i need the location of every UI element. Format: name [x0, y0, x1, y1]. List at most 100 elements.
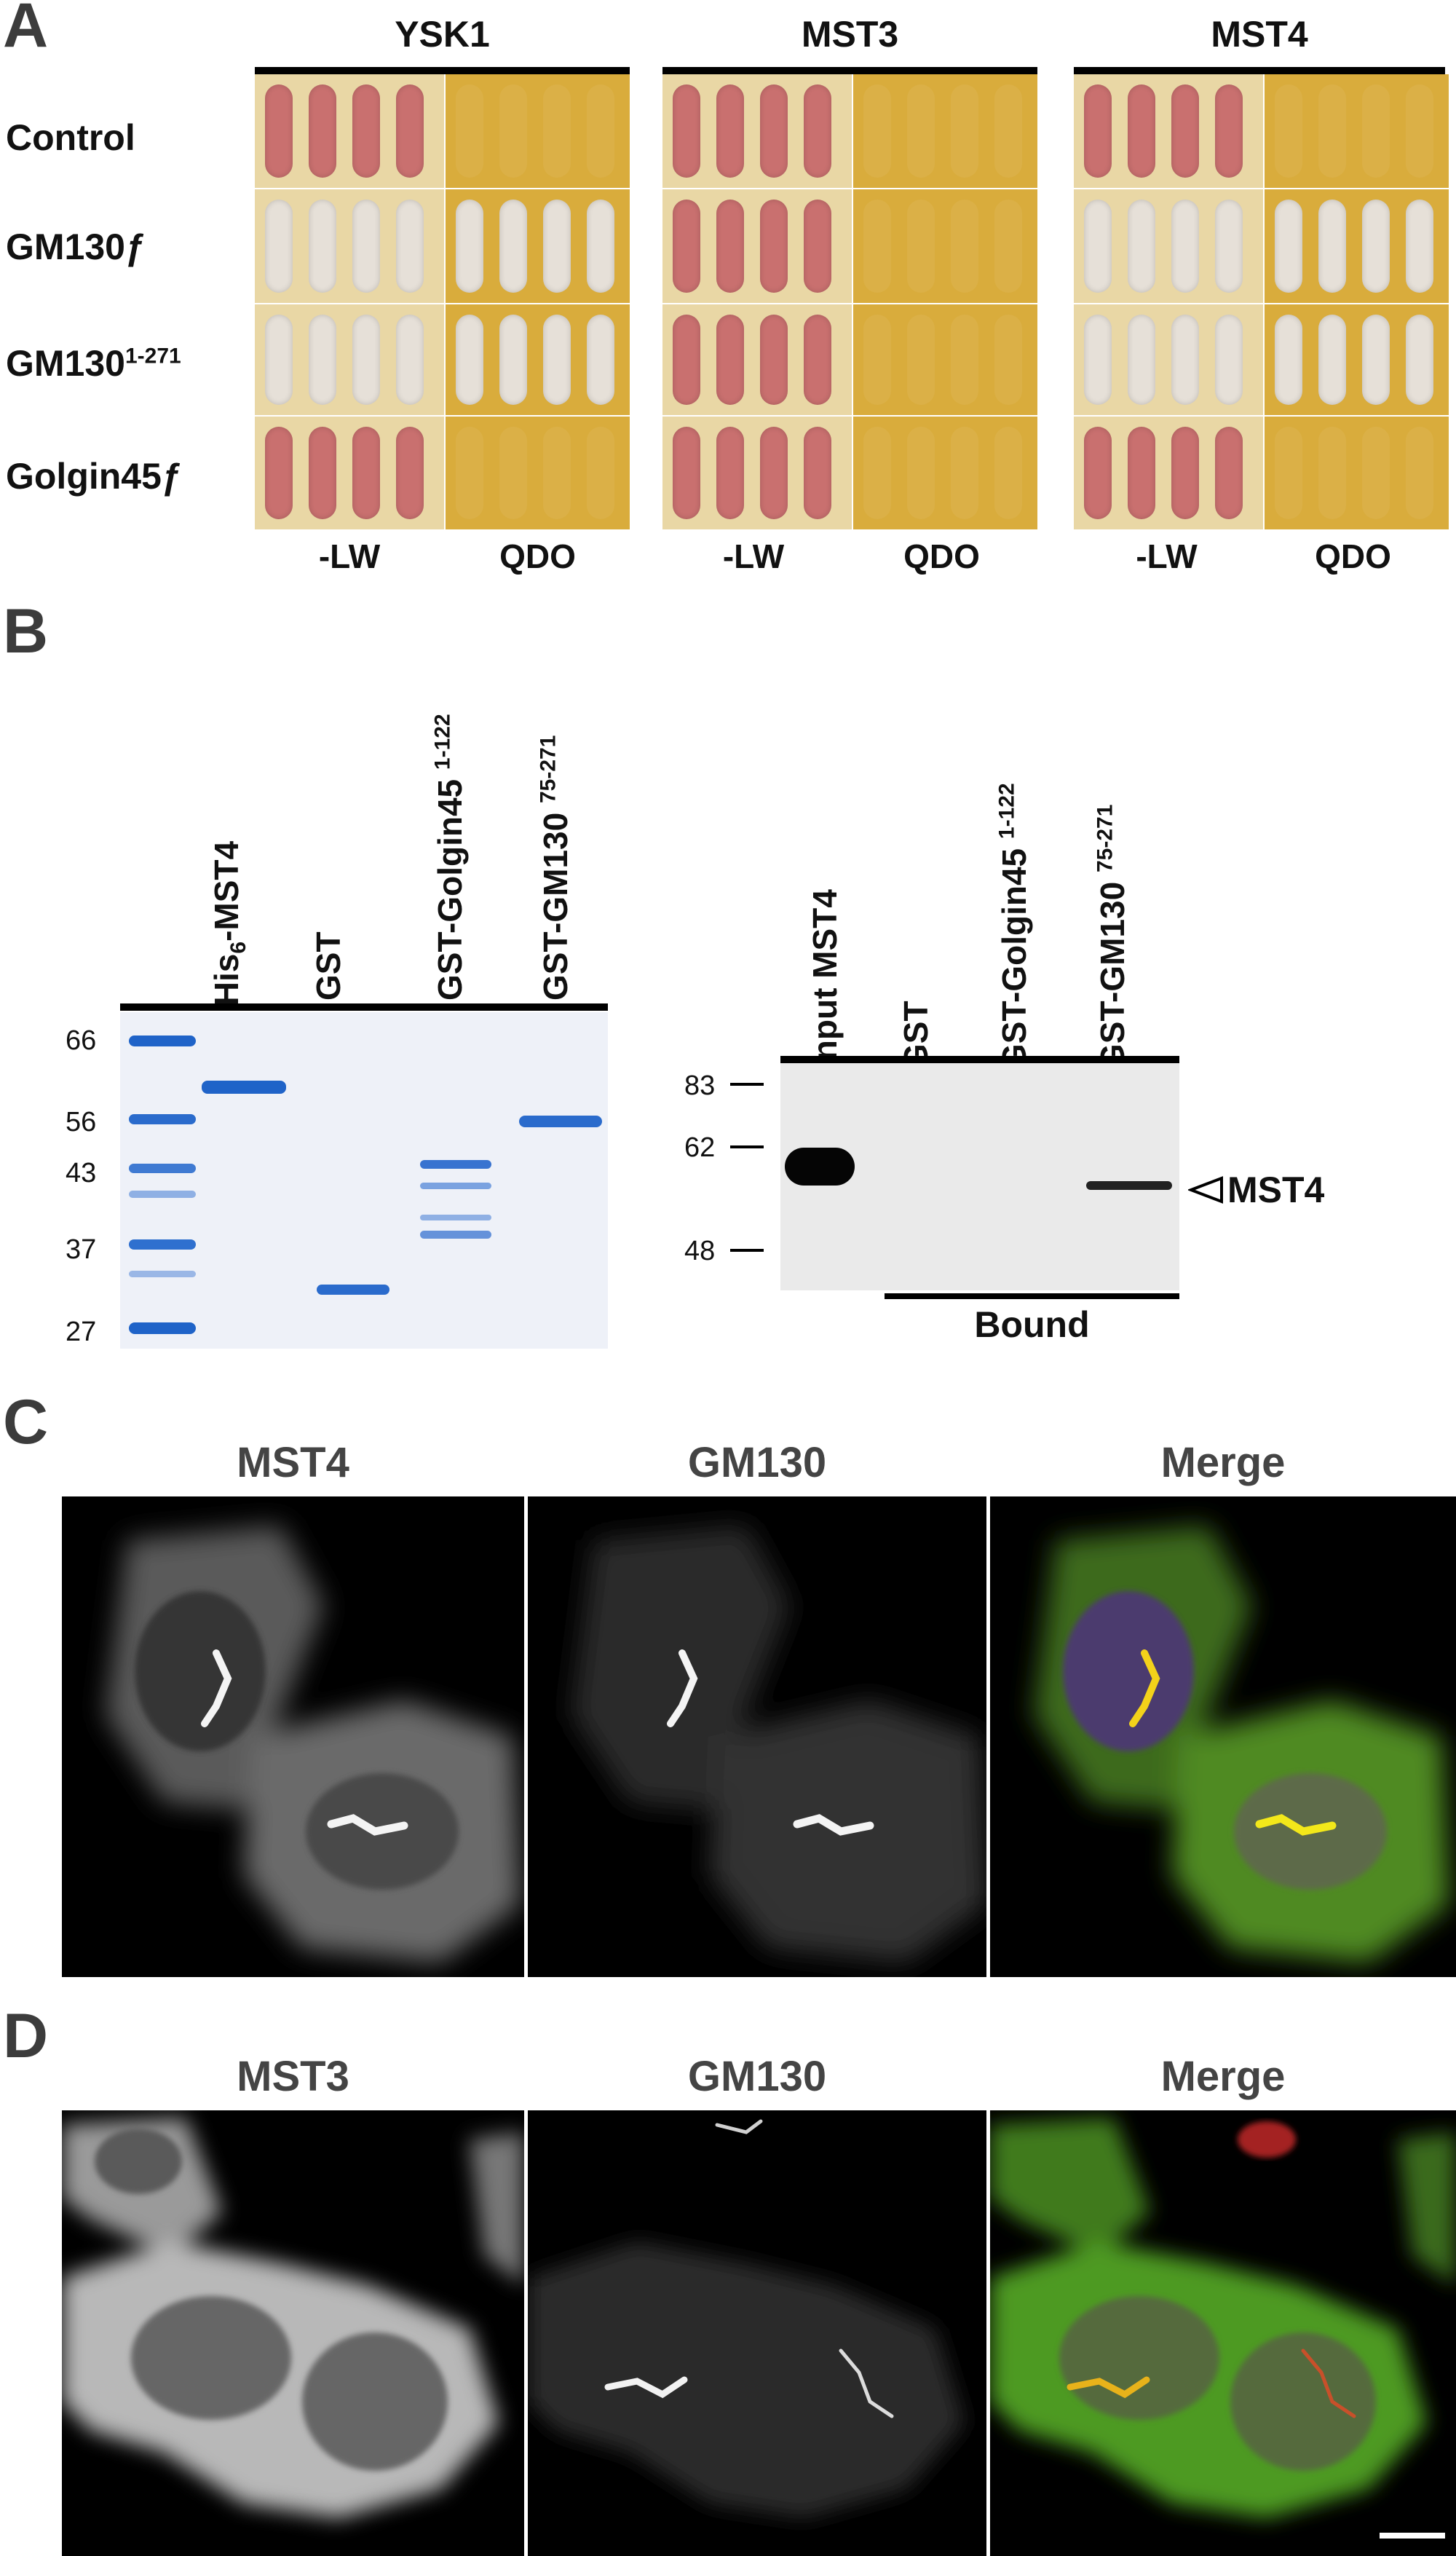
plate-ysk1-lw-row-3: [255, 417, 444, 529]
yeast-streak: [309, 84, 336, 178]
yeast-streak: [994, 84, 1022, 178]
blot-marker-83: 83: [684, 1070, 716, 1101]
panel-a-label: A: [3, 0, 49, 60]
blot-top-bar: [780, 1056, 1179, 1063]
gel-band-his6-mst4: [202, 1081, 286, 1094]
gel-lane-label-gst-gm130: GST-GM130 75-271: [536, 735, 574, 1001]
micrograph-d-mst3: [62, 2110, 524, 2556]
yeast-streak: [760, 84, 788, 178]
yeast-streak: [863, 84, 891, 178]
yeast-streak: [499, 427, 527, 519]
gel-ladder-band-56: [129, 1114, 196, 1124]
yeast-streak: [352, 427, 380, 519]
plate-mst4-lw-row-2: [1074, 304, 1263, 415]
plate-mst4-qdo-row-1: [1265, 189, 1449, 303]
yeast-streak: [499, 84, 527, 178]
yeast-streak: [1171, 84, 1199, 178]
yeast-streak: [1362, 427, 1390, 519]
yeast-streak: [543, 200, 571, 293]
strain-bar-ysk1: [255, 67, 630, 74]
micrograph-c-mst4: [62, 1496, 524, 1977]
gel-band-gst: [317, 1285, 389, 1295]
micrograph-c-gm130: [528, 1496, 986, 1977]
media-label-mst3-qdo: QDO: [903, 537, 980, 575]
row-label-gm130-1-271: GM1301-271: [6, 343, 181, 384]
yeast-streak: [760, 427, 788, 519]
yeast-streak: [587, 315, 614, 405]
yeast-streak: [456, 84, 483, 178]
gel-lane-label-gst-golgin45: GST-Golgin45 1-122: [430, 714, 469, 1001]
yeast-streak: [951, 84, 978, 178]
yeast-streak: [1362, 84, 1390, 178]
gel-lane-label-his6-mst4: His6-MST4: [207, 840, 250, 1006]
plate-ysk1-lw-row-2: [255, 304, 444, 415]
yeast-streak: [456, 315, 483, 405]
yeast-streak: [309, 315, 336, 405]
arrowhead-icon: [1188, 1176, 1223, 1204]
yeast-streak: [1215, 200, 1243, 293]
gel-lane-label-gst: GST: [309, 931, 347, 1001]
yeast-streak: [951, 427, 978, 519]
media-label-mst4-qdo: QDO: [1315, 537, 1391, 575]
yeast-streak: [309, 200, 336, 293]
yeast-streak: [1406, 200, 1433, 293]
yeast-streak: [265, 315, 293, 405]
yeast-streak: [1406, 315, 1433, 405]
yeast-streak: [1318, 315, 1346, 405]
yeast-streak: [1084, 427, 1112, 519]
yeast-streak: [265, 84, 293, 178]
strain-header-mst4: MST4: [1211, 14, 1308, 55]
yeast-streak: [673, 200, 700, 293]
yeast-streak: [499, 200, 527, 293]
blot-marker-48: 48: [684, 1236, 716, 1266]
plate-ysk1-qdo-row-3: [446, 417, 630, 529]
yeast-streak: [673, 84, 700, 178]
panel-c-title-mst4: MST4: [237, 1439, 349, 1486]
yeast-streak: [456, 200, 483, 293]
media-label-ysk1-qdo: QDO: [499, 537, 576, 575]
yeast-streak: [994, 200, 1022, 293]
blot-marker-tick-62: [730, 1145, 764, 1148]
yeast-streak: [396, 200, 424, 293]
yeast-streak: [907, 427, 935, 519]
yeast-streak: [804, 315, 831, 405]
yeast-streak: [907, 315, 935, 405]
yeast-streak: [396, 84, 424, 178]
blot-band-gst-gm130: [1086, 1181, 1172, 1190]
yeast-streak: [1406, 427, 1433, 519]
panel-d-label: D: [3, 2001, 49, 2071]
gel-ladder-band-27: [129, 1322, 196, 1334]
yeast-streak: [1171, 200, 1199, 293]
blot-arrow-label-mst4: MST4: [1227, 1169, 1325, 1210]
yeast-streak: [994, 427, 1022, 519]
plate-mst3-qdo-row-0: [853, 74, 1037, 188]
yeast-streak: [543, 84, 571, 178]
blot-marker-62: 62: [684, 1132, 716, 1163]
yeast-streak: [1406, 84, 1433, 178]
media-label-ysk1-lw: -LW: [318, 537, 381, 575]
yeast-streak: [1084, 200, 1112, 293]
yeast-streak: [352, 84, 380, 178]
plate-ysk1-qdo-row-1: [446, 189, 630, 303]
gel-ladder-band-37: [129, 1239, 196, 1250]
yeast-streak: [587, 200, 614, 293]
yeast-streak: [716, 427, 744, 519]
yeast-streak: [543, 315, 571, 405]
micrograph-d-merge: [990, 2110, 1456, 2556]
plate-mst3-lw-row-0: [662, 74, 852, 188]
yeast-streak: [907, 200, 935, 293]
yeast-streak: [587, 427, 614, 519]
yeast-streak: [456, 427, 483, 519]
blot-lane-label-input-mst4: Input MST4: [806, 889, 844, 1070]
media-label-mst3-lw: -LW: [722, 537, 785, 575]
gel-marker-27: 27: [66, 1317, 97, 1347]
bound-bar: [885, 1293, 1179, 1299]
gel-ladder-band-31: [129, 1271, 196, 1277]
yeast-streak: [1215, 84, 1243, 178]
plate-mst3-qdo-row-1: [853, 189, 1037, 303]
micrograph-c-merge: [990, 1496, 1456, 1977]
yeast-streak: [760, 315, 788, 405]
bound-label: Bound: [974, 1304, 1090, 1345]
yeast-streak: [951, 200, 978, 293]
yeast-streak: [265, 427, 293, 519]
